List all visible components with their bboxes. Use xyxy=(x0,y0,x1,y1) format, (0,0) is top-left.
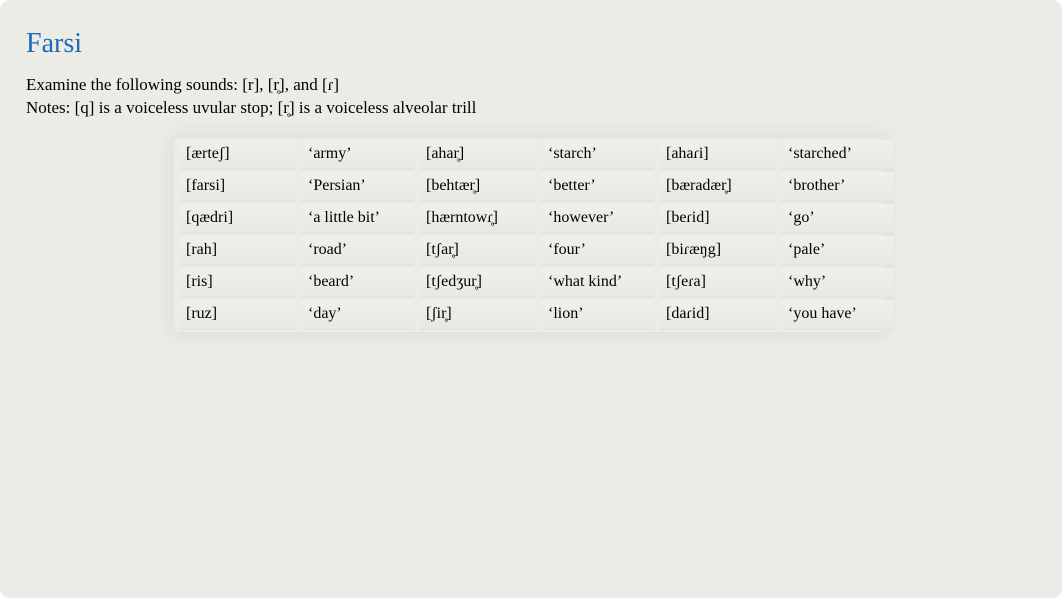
intro-text: Examine the following sounds: [r], [r̥],… xyxy=(26,74,1042,120)
phon-cell: [ærteʃ] xyxy=(180,140,296,170)
phon-cell: [tʃedʒur̥] xyxy=(420,268,536,298)
gloss-cell: ‘what kind’ xyxy=(542,268,654,298)
phonology-table: [ærteʃ] ‘army’ [ahar̥] ‘starch’ [ahaɾi] … xyxy=(174,138,900,332)
gloss-cell: ‘starch’ xyxy=(542,140,654,170)
phon-cell: [tʃar̥] xyxy=(420,236,536,266)
gloss-cell: ‘pale’ xyxy=(782,236,894,266)
phon-cell: [ahaɾi] xyxy=(660,140,776,170)
gloss-cell: ‘four’ xyxy=(542,236,654,266)
gloss-cell: ‘brother’ xyxy=(782,172,894,202)
intro-line-2: Notes: [q] is a voiceless uvular stop; [… xyxy=(26,98,476,117)
phon-cell: [ruz] xyxy=(180,300,296,330)
table-row: [qædri] ‘a little bit’ [hærntowɾ̥] ‘howe… xyxy=(180,204,894,234)
phon-cell: [tʃeɾa] xyxy=(660,268,776,298)
content-card: Farsi Examine the following sounds: [r],… xyxy=(0,0,1062,598)
table-row: [ærteʃ] ‘army’ [ahar̥] ‘starch’ [ahaɾi] … xyxy=(180,140,894,170)
intro-line-1: Examine the following sounds: [r], [r̥],… xyxy=(26,75,339,94)
gloss-cell: ‘however’ xyxy=(542,204,654,234)
table-row: [ruz] ‘day’ [ʃir̥] ‘lion’ [daɾid] ‘you h… xyxy=(180,300,894,330)
phon-cell: [qædri] xyxy=(180,204,296,234)
phonology-table-wrap: [ærteʃ] ‘army’ [ahar̥] ‘starch’ [ahaɾi] … xyxy=(174,138,884,332)
phon-cell: [biɾæŋg] xyxy=(660,236,776,266)
phon-cell: [rah] xyxy=(180,236,296,266)
gloss-cell: ‘starched’ xyxy=(782,140,894,170)
table-row: [farsi] ‘Persian’ [behtær̥] ‘better’ [bæ… xyxy=(180,172,894,202)
table-row: [ris] ‘beard’ [tʃedʒur̥] ‘what kind’ [tʃ… xyxy=(180,268,894,298)
phon-cell: [ʃir̥] xyxy=(420,300,536,330)
gloss-cell: ‘why’ xyxy=(782,268,894,298)
gloss-cell: ‘road’ xyxy=(302,236,414,266)
phon-cell: [daɾid] xyxy=(660,300,776,330)
phon-cell: [farsi] xyxy=(180,172,296,202)
phon-cell: [bæradær̥] xyxy=(660,172,776,202)
phon-cell: [ris] xyxy=(180,268,296,298)
phon-cell: [ahar̥] xyxy=(420,140,536,170)
phon-cell: [hærntowɾ̥] xyxy=(420,204,536,234)
gloss-cell: ‘you have’ xyxy=(782,300,894,330)
gloss-cell: ‘a little bit’ xyxy=(302,204,414,234)
gloss-cell: ‘Persian’ xyxy=(302,172,414,202)
gloss-cell: ‘day’ xyxy=(302,300,414,330)
table-row: [rah] ‘road’ [tʃar̥] ‘four’ [biɾæŋg] ‘pa… xyxy=(180,236,894,266)
gloss-cell: ‘beard’ xyxy=(302,268,414,298)
gloss-cell: ‘army’ xyxy=(302,140,414,170)
gloss-cell: ‘lion’ xyxy=(542,300,654,330)
phon-cell: [beɾid] xyxy=(660,204,776,234)
page-title: Farsi xyxy=(26,28,1042,60)
phon-cell: [behtær̥] xyxy=(420,172,536,202)
gloss-cell: ‘go’ xyxy=(782,204,894,234)
gloss-cell: ‘better’ xyxy=(542,172,654,202)
